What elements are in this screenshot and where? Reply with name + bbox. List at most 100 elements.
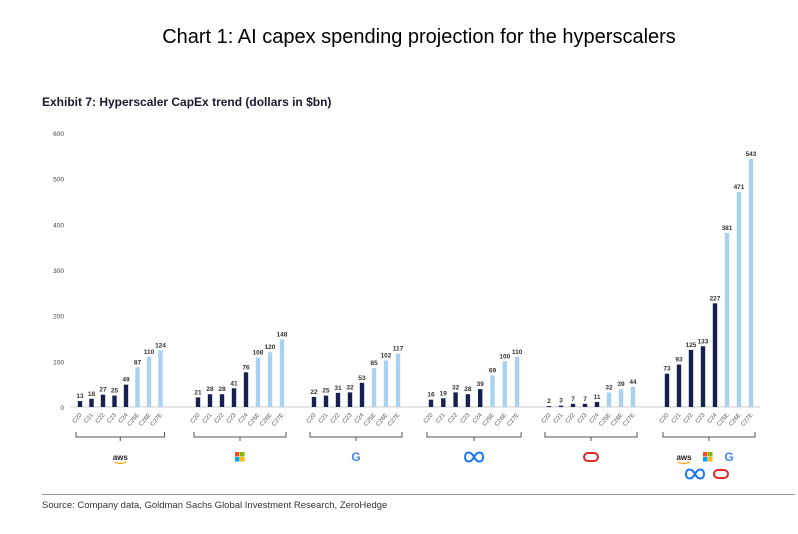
- bar: [158, 350, 163, 407]
- bar: [736, 191, 742, 407]
- x-tick-label: C22: [95, 412, 107, 425]
- x-tick-label: C21: [202, 412, 214, 425]
- bar: [502, 361, 507, 407]
- chart-title: Exhibit 7: Hyperscaler CapEx trend (doll…: [42, 95, 332, 109]
- bar: [700, 346, 706, 407]
- bar: [428, 399, 434, 407]
- data-label: 87: [134, 359, 142, 366]
- x-tick-label: C25E: [716, 412, 730, 427]
- divider: [42, 494, 795, 495]
- bar: [267, 352, 273, 407]
- bar: [606, 392, 612, 407]
- data-label: 120: [265, 344, 276, 351]
- bar: [514, 356, 520, 407]
- data-label: 25: [111, 388, 119, 395]
- oracle-logo-icon: [713, 469, 729, 479]
- bar: [478, 389, 483, 407]
- bar: [371, 368, 377, 407]
- data-label: 125: [686, 342, 697, 349]
- data-label: 7: [571, 396, 575, 403]
- x-tick-label: C23: [342, 412, 354, 425]
- bar: [89, 398, 94, 407]
- bar: [77, 401, 83, 407]
- x-tick-label: C20: [190, 412, 202, 425]
- data-label: 19: [440, 390, 448, 397]
- x-tick-label: C23: [106, 412, 118, 425]
- data-label: 49: [122, 377, 130, 384]
- x-tick-label: C25E: [598, 412, 612, 427]
- y-tick-label: 300: [53, 268, 64, 275]
- x-tick-label: C22: [447, 412, 459, 425]
- data-label: 28: [464, 386, 472, 393]
- data-label: 102: [381, 352, 392, 359]
- x-tick-label: C27E: [387, 412, 401, 427]
- bar: [712, 303, 718, 407]
- data-label: 117: [393, 346, 404, 353]
- aws-logo-icon: aws: [676, 453, 692, 462]
- data-label: 110: [512, 349, 523, 356]
- bar: [195, 397, 201, 407]
- google-logo-icon: G: [351, 450, 360, 464]
- data-label: 100: [499, 353, 510, 360]
- data-label: 41: [230, 380, 238, 387]
- y-tick-label: 500: [53, 177, 64, 184]
- x-tick-label: C20: [659, 412, 671, 425]
- y-tick-label: 100: [53, 359, 64, 366]
- x-tick-label: C23: [695, 412, 707, 425]
- bar: [441, 398, 446, 407]
- data-label: 124: [155, 342, 166, 349]
- group-bracket: [662, 432, 756, 441]
- x-tick-label: C27E: [506, 412, 520, 427]
- bar: [748, 159, 754, 407]
- data-label: 227: [710, 295, 721, 302]
- x-tick-label: C21: [318, 412, 330, 425]
- bar: [453, 392, 458, 407]
- group-bracket: [75, 432, 165, 441]
- bar: [100, 394, 106, 407]
- bar: [618, 389, 624, 407]
- x-tick-label: C21: [435, 412, 447, 425]
- bar: [311, 396, 317, 407]
- group-bracket: [193, 432, 287, 441]
- x-tick-label: C22: [214, 412, 226, 425]
- microsoft-logo-icon: [235, 457, 240, 462]
- data-label: 85: [370, 360, 378, 367]
- data-label: 2: [547, 398, 551, 405]
- group-bracket: [426, 432, 522, 441]
- x-tick-label: C21: [83, 412, 95, 425]
- data-label: 381: [722, 225, 733, 232]
- bar: [594, 401, 600, 407]
- x-tick-label: C22: [565, 412, 577, 425]
- x-tick-label: C26E: [259, 412, 273, 427]
- x-tick-label: C26E: [494, 412, 508, 427]
- bar: [724, 233, 730, 407]
- y-tick-label: 0: [60, 405, 64, 412]
- google-logo-icon: G: [724, 450, 733, 464]
- x-tick-label: C25E: [482, 412, 496, 427]
- data-label: 28: [218, 386, 226, 393]
- bar: [630, 386, 636, 407]
- x-tick-label: C23: [460, 412, 472, 425]
- y-tick-label: 200: [53, 314, 64, 321]
- meta-logo-icon: [464, 451, 485, 463]
- data-label: 471: [734, 184, 745, 191]
- bar: [347, 392, 353, 407]
- bar: [546, 406, 552, 408]
- data-label: 22: [310, 389, 318, 396]
- x-tick-label: C27E: [740, 412, 754, 427]
- y-tick-label: 400: [53, 222, 64, 229]
- data-label: 93: [675, 357, 683, 364]
- group-bracket: [544, 432, 638, 441]
- data-label: 18: [88, 391, 96, 398]
- bar: [243, 372, 249, 407]
- data-label: 32: [346, 384, 354, 391]
- data-label: 31: [334, 385, 342, 392]
- data-label: 53: [358, 375, 366, 382]
- data-label: 133: [698, 338, 709, 345]
- bar: [112, 395, 117, 407]
- x-tick-label: C26E: [728, 412, 742, 427]
- x-tick-label: C22: [683, 412, 695, 425]
- data-label: 11: [594, 394, 601, 401]
- data-label: 76: [242, 364, 250, 371]
- data-label: 3: [559, 398, 563, 405]
